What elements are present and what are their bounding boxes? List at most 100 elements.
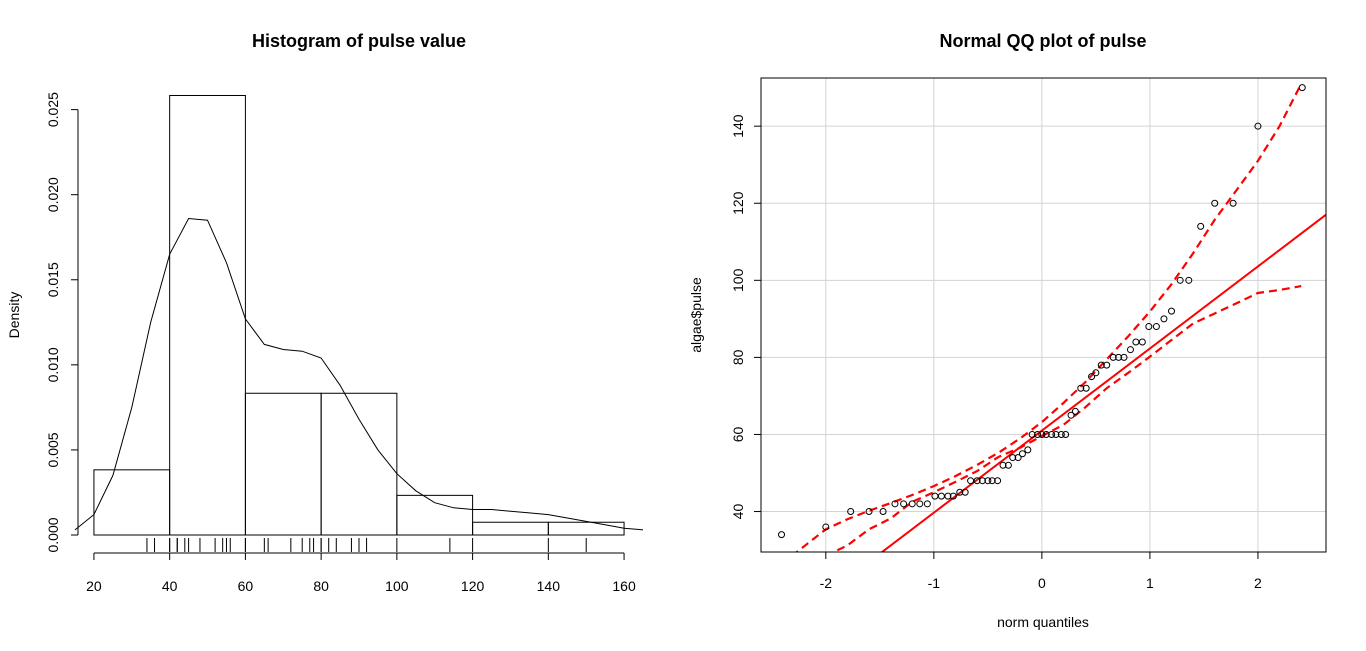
qq-point (994, 477, 1002, 485)
qq-point (1298, 84, 1306, 92)
qq-point (1057, 430, 1065, 438)
qq-point (949, 492, 957, 500)
histogram-x-tick-label: 100 (385, 578, 409, 594)
qq-point (1009, 454, 1017, 462)
qq-point (1038, 430, 1046, 438)
qq-x-tick-label: 1 (1146, 575, 1154, 591)
qq-point (1042, 430, 1050, 438)
qq-y-axis-label: algae$pulse (688, 277, 704, 353)
qq-panel: Normal QQ plot of pulse norm quantiles a… (688, 31, 1327, 630)
qq-points (778, 84, 1306, 539)
qq-point (1077, 384, 1085, 392)
qq-point (1062, 430, 1070, 438)
histogram-bar (169, 94, 246, 536)
histogram-y-tick-label: 0.015 (45, 262, 61, 297)
qq-point (956, 488, 964, 496)
qq-point (931, 492, 939, 500)
qq-title: Normal QQ plot of pulse (939, 31, 1146, 51)
qq-point (961, 488, 969, 496)
qq-point (1229, 199, 1237, 207)
qq-point (1024, 446, 1032, 454)
qq-point (984, 477, 992, 485)
histogram-y-axis: 0.000 0.005 0.010 0.015 0.020 0.025 (45, 92, 79, 553)
qq-point (1004, 461, 1012, 469)
qq-envelope-upper (795, 83, 1303, 552)
qq-point (1109, 353, 1117, 361)
qq-point (1052, 430, 1060, 438)
qq-point (1138, 338, 1146, 346)
histogram-bar (320, 392, 398, 536)
qq-point (1097, 361, 1105, 369)
qq-envelope-lower (831, 285, 1302, 552)
qq-y-tick-label: 80 (730, 349, 746, 365)
qq-point (973, 477, 981, 485)
qq-reference-line (880, 213, 1326, 552)
qq-plot-frame (760, 77, 1327, 553)
qq-point (1132, 338, 1140, 346)
histogram-bar (547, 521, 625, 536)
qq-point (822, 523, 830, 531)
histogram-x-tick-label: 60 (238, 578, 254, 594)
histogram-x-axis: 20 40 60 80 100 120 140 160 (86, 552, 636, 594)
qq-point (1014, 454, 1022, 462)
qq-point (1103, 361, 1111, 369)
qq-x-tick-label: 2 (1254, 575, 1262, 591)
qq-point (879, 508, 887, 516)
qq-point (1071, 407, 1079, 415)
qq-y-tick-label: 120 (730, 191, 746, 215)
qq-point (1197, 222, 1205, 230)
histogram-x-tick-label: 120 (461, 578, 485, 594)
histogram-y-axis-label: Density (6, 292, 22, 339)
qq-x-axis: -2 -1 0 1 2 (820, 552, 1262, 591)
qq-point (1048, 430, 1056, 438)
qq-point (847, 508, 855, 516)
qq-point (1152, 323, 1160, 331)
qq-point (988, 477, 996, 485)
histogram-bars (93, 94, 625, 536)
qq-point (916, 500, 924, 508)
qq-point (1145, 323, 1153, 331)
qq-point (1160, 315, 1168, 323)
histogram-title: Histogram of pulse value (252, 31, 466, 51)
histogram-bar (472, 521, 549, 536)
histogram-bar (396, 494, 474, 536)
histogram-bar (93, 469, 171, 536)
qq-point (1168, 307, 1176, 315)
qq-point (1028, 430, 1036, 438)
qq-point (865, 508, 873, 516)
histogram-y-tick-label: 0.025 (45, 92, 61, 127)
qq-point (1018, 450, 1026, 458)
density-curve (74, 217, 644, 531)
qq-point (1115, 353, 1123, 361)
qq-point (1082, 384, 1090, 392)
qq-point (923, 500, 931, 508)
qq-point (891, 500, 899, 508)
qq-y-tick-label: 100 (730, 268, 746, 292)
qq-point (1034, 430, 1042, 438)
histogram-x-tick-label: 80 (313, 578, 329, 594)
histogram-x-tick-label: 20 (86, 578, 102, 594)
qq-y-tick-label: 140 (730, 114, 746, 138)
histogram-x-tick-label: 40 (162, 578, 178, 594)
histogram-y-tick-label: 0.005 (45, 432, 61, 467)
qq-point (1211, 199, 1219, 207)
histogram-y-tick-label: 0.000 (45, 517, 61, 552)
qq-x-axis-label: norm quantiles (997, 614, 1089, 630)
qq-point (999, 461, 1007, 469)
qq-x-tick-label: -1 (928, 575, 941, 591)
qq-point (1120, 353, 1128, 361)
qq-point (944, 492, 952, 500)
qq-point (978, 477, 986, 485)
qq-point (1185, 276, 1193, 284)
histogram-panel: Histogram of pulse value Density 20 40 60 8… (6, 31, 644, 594)
rug-marks (146, 538, 587, 552)
qq-point (1067, 411, 1075, 419)
qq-y-tick-label: 40 (730, 504, 746, 520)
qq-point (1176, 276, 1184, 284)
histogram-x-tick-label: 140 (537, 578, 561, 594)
qq-point (908, 500, 916, 508)
histogram-x-tick-label: 160 (612, 578, 636, 594)
qq-y-tick-label: 60 (730, 426, 746, 442)
qq-y-axis: 40 60 80 100 120 140 (730, 114, 761, 519)
